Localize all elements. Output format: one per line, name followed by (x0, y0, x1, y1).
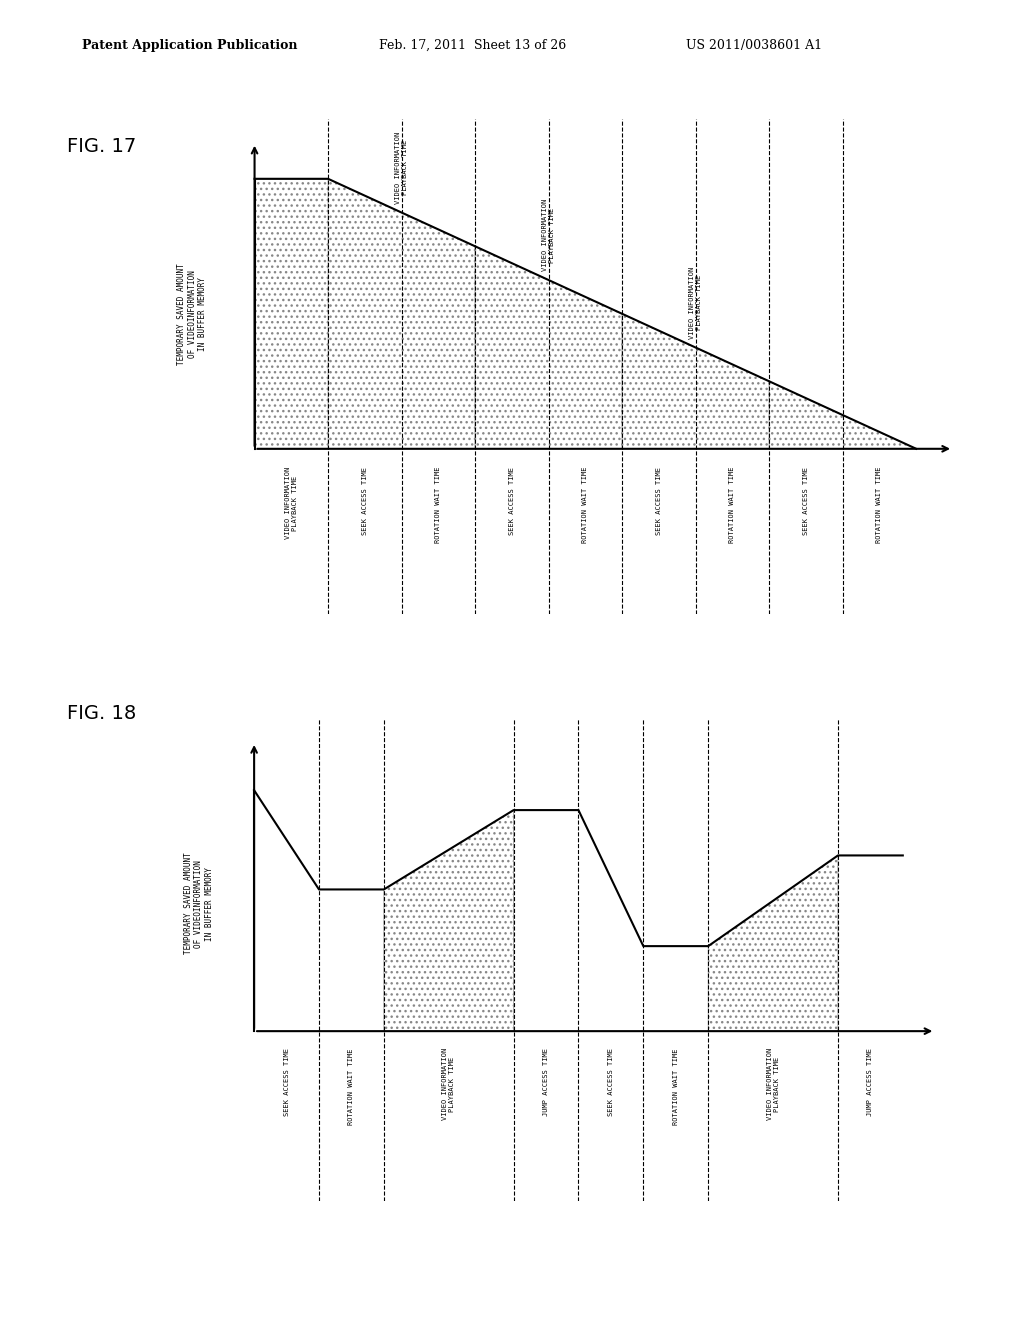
Text: ROTATION WAIT TIME: ROTATION WAIT TIME (435, 467, 441, 544)
Polygon shape (769, 381, 916, 449)
Text: SEEK ACCESS TIME: SEEK ACCESS TIME (284, 1048, 290, 1117)
Polygon shape (384, 810, 514, 1031)
Text: VIDEO INFORMATION
PLAYBACK TIME: VIDEO INFORMATION PLAYBACK TIME (767, 1048, 779, 1121)
Text: VIDEO INFORMATION
PLAYBACK TIME: VIDEO INFORMATION PLAYBACK TIME (442, 1048, 456, 1121)
Text: FIG. 18: FIG. 18 (67, 705, 136, 723)
Text: US 2011/0038601 A1: US 2011/0038601 A1 (686, 38, 822, 51)
Polygon shape (709, 855, 838, 1031)
Text: SEEK ACCESS TIME: SEEK ACCESS TIME (361, 467, 368, 535)
Text: JUMP ACCESS TIME: JUMP ACCESS TIME (867, 1048, 873, 1117)
Polygon shape (623, 314, 769, 449)
Text: VIDEO INFORMATION
PLAYBACK TIME: VIDEO INFORMATION PLAYBACK TIME (689, 267, 702, 338)
Text: ROTATION WAIT TIME: ROTATION WAIT TIME (673, 1048, 679, 1125)
Polygon shape (475, 247, 623, 449)
Text: Feb. 17, 2011  Sheet 13 of 26: Feb. 17, 2011 Sheet 13 of 26 (379, 38, 566, 51)
Text: VIDEO INFORMATION
PLAYBACK TIME: VIDEO INFORMATION PLAYBACK TIME (285, 467, 298, 539)
Text: SEEK ACCESS TIME: SEEK ACCESS TIME (608, 1048, 614, 1117)
Text: ROTATION WAIT TIME: ROTATION WAIT TIME (348, 1048, 354, 1125)
Text: ROTATION WAIT TIME: ROTATION WAIT TIME (583, 467, 589, 544)
Text: Patent Application Publication: Patent Application Publication (82, 38, 297, 51)
Text: VIDEO INFORMATION
PLAYBACK TIME: VIDEO INFORMATION PLAYBACK TIME (542, 199, 555, 271)
Text: SEEK ACCESS TIME: SEEK ACCESS TIME (656, 467, 662, 535)
Text: ROTATION WAIT TIME: ROTATION WAIT TIME (877, 467, 883, 544)
Text: SEEK ACCESS TIME: SEEK ACCESS TIME (803, 467, 809, 535)
Text: TEMPORARY SAVED AMOUNT
OF VIDEOINFORMATION
IN BUFFER MEMORY: TEMPORARY SAVED AMOUNT OF VIDEOINFORMATI… (184, 853, 214, 954)
Text: SEEK ACCESS TIME: SEEK ACCESS TIME (509, 467, 515, 535)
Text: FIG. 17: FIG. 17 (67, 137, 136, 156)
Polygon shape (328, 178, 475, 449)
Text: ROTATION WAIT TIME: ROTATION WAIT TIME (729, 467, 735, 544)
Text: VIDEO INFORMATION
PLAYBACK TIME: VIDEO INFORMATION PLAYBACK TIME (395, 131, 409, 203)
Text: TEMPORARY SAVED AMOUNT
OF VIDEOINFORMATION
IN BUFFER MEMORY: TEMPORARY SAVED AMOUNT OF VIDEOINFORMATI… (177, 263, 207, 364)
Text: JUMP ACCESS TIME: JUMP ACCESS TIME (543, 1048, 549, 1117)
